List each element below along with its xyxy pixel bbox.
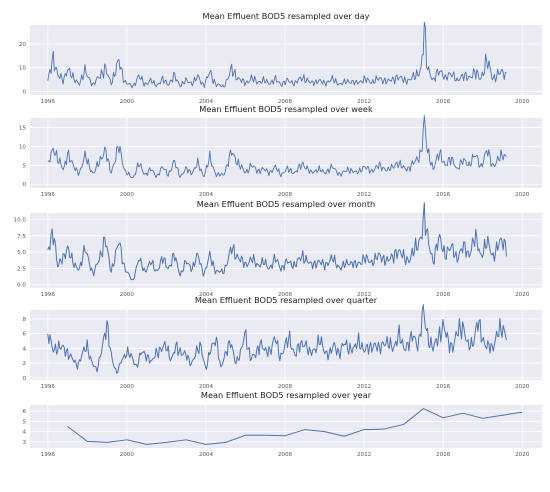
x-tick-label: 2020 [515,99,530,105]
x-tick-label: 2000 [120,192,135,198]
plot-area [30,118,542,188]
y-tick-label: 0 [22,89,26,95]
y-tick-label: 2.5 [17,266,26,272]
x-tick-label: 2008 [278,452,293,458]
y-tick-label: 20 [19,42,27,48]
x-tick-label: 2008 [278,384,293,390]
y-tick-label: 10 [19,144,27,150]
y-tick-label: 6 [22,332,26,338]
y-tick-label: 10 [19,66,27,72]
y-tick-label: 2 [22,361,26,367]
y-tick-label: 6 [22,409,26,415]
x-tick-label: 1996 [41,452,56,458]
x-tick-label: 2016 [436,292,451,298]
plot-area [30,25,542,95]
x-tick-label: 2000 [120,99,135,105]
x-tick-label: 2004 [199,292,214,298]
y-tick-label: 5 [22,163,26,169]
x-tick-label: 2000 [120,292,135,298]
x-tick-label: 2012 [357,384,371,390]
x-tick-label: 2004 [199,452,214,458]
chart-title: Mean Effluent BOD5 resampled over quarte… [195,295,378,305]
x-tick-label: 2012 [357,452,371,458]
y-tick-label: 15 [19,125,27,131]
x-tick-label: 2004 [199,384,214,390]
x-tick-label: 2004 [199,99,214,105]
series-line [67,408,523,445]
x-tick-label: 2016 [436,452,451,458]
x-tick-label: 2016 [436,192,451,198]
y-tick-label: 0 [22,376,26,382]
chart-panel-4: 1996 2000 2004 2008 2012 2016 2020 0 2 4 6 8 Mean Ef… [22,295,542,390]
x-tick-label: 2012 [357,292,371,298]
x-tick-label: 2020 [515,452,530,458]
series-line [47,202,507,281]
series-line [47,115,507,179]
y-tick-label: 4 [22,430,26,436]
x-tick-label: 2016 [436,99,451,105]
y-tick-label: 4 [22,346,26,352]
y-tick-label: 7.5 [17,234,26,240]
x-tick-label: 2012 [357,192,371,198]
x-tick-label: 2000 [120,452,135,458]
x-tick-label: 1996 [41,192,56,198]
x-tick-label: 2020 [515,192,530,198]
x-tick-label: 2008 [278,192,293,198]
chart-panel-5: 1996 2000 2004 2008 2012 2016 2020 3 4 5 6 Mean Eff… [22,390,542,458]
x-tick-label: 2016 [436,384,451,390]
x-tick-label: 1996 [41,99,56,105]
chart-panel-2: 1996 2000 2004 2008 2012 2016 2020 0 5 10 15 Mean E… [19,104,542,198]
y-tick-label: 5 [22,419,26,425]
y-tick-label: 8 [22,317,26,323]
chart-title: Mean Effluent BOD5 resampled over month [197,199,376,209]
chart-title: Mean Effluent BOD5 resampled over day [203,11,370,21]
chart-title: Mean Effluent BOD5 resampled over year [201,390,372,400]
chart-panel-3: 1996 2000 2004 2008 2012 2016 2020 0.0 2.5 5.0 7.5… [14,199,542,298]
chart-title: Mean Effluent BOD5 resampled over week [199,104,373,114]
x-tick-label: 2008 [278,292,293,298]
y-tick-label: 0.0 [17,283,26,289]
x-tick-label: 2012 [357,99,371,105]
x-tick-label: 1996 [41,384,56,390]
x-tick-label: 2008 [278,99,293,105]
x-tick-label: 2000 [120,384,135,390]
x-tick-label: 2004 [199,192,214,198]
series-line [47,304,507,374]
y-tick-label: 5.0 [17,250,26,256]
y-tick-label: 3 [22,440,26,446]
x-tick-label: 2020 [515,292,530,298]
x-tick-label: 2020 [515,384,530,390]
chart-panel-1: 1996 2000 2004 2008 2012 2016 2020 0 10 20 Mean Ef… [19,11,542,105]
x-tick-label: 1996 [41,292,56,298]
y-tick-label: 10.0 [14,218,27,224]
y-tick-label: 0 [22,182,26,188]
series-line [47,21,507,89]
